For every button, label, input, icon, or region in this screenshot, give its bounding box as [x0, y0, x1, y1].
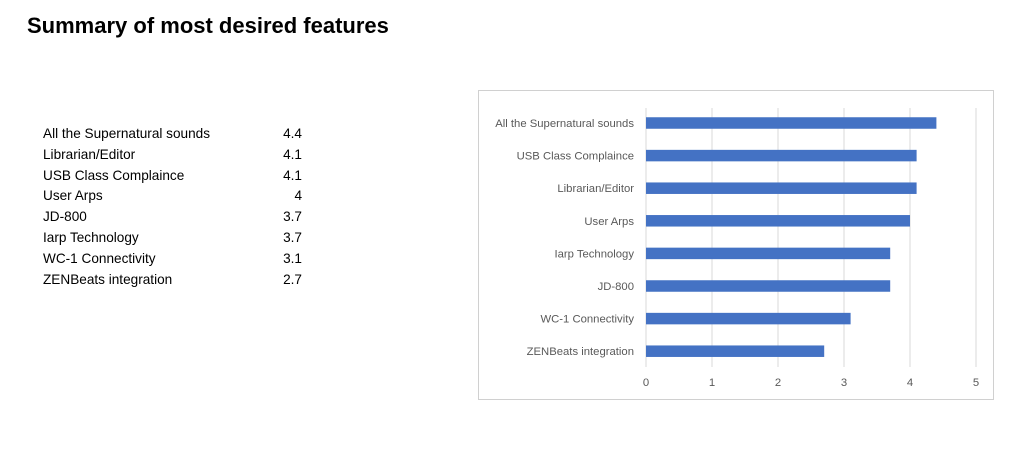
bar-chart-svg: All the Supernatural sounds USB Class Com…: [495, 108, 979, 389]
category-label: Iarp Technology: [554, 248, 634, 260]
table-row: Iarp Technology 3.7: [43, 228, 305, 249]
features-table: All the Supernatural sounds 4.4 Libraria…: [43, 124, 305, 290]
bar-chart: All the Supernatural sounds USB Class Com…: [478, 90, 994, 400]
page-title: Summary of most desired features: [27, 13, 389, 38]
x-tick-label: 2: [775, 377, 781, 389]
table-row: User Arps 4: [43, 186, 305, 207]
x-tick-label: 0: [643, 377, 649, 389]
bar: [646, 247, 891, 260]
row-label: Iarp Technology: [43, 229, 139, 245]
category-label: All the Supernatural sounds: [495, 118, 634, 130]
category-label: JD-800: [598, 281, 634, 293]
row-label: ZENBeats integration: [43, 271, 173, 287]
row-value: 4.1: [283, 167, 302, 183]
row-value: 3.7: [283, 229, 302, 245]
x-tick-label: 4: [907, 377, 913, 389]
category-label: User Arps: [584, 216, 634, 228]
category-label: ZENBeats integration: [527, 346, 634, 358]
row-value: 3.1: [283, 250, 302, 266]
x-tick-label: 5: [973, 377, 979, 389]
row-value: 4.1: [283, 146, 302, 162]
bar: [646, 345, 825, 357]
row-label: Librarian/Editor: [43, 146, 136, 162]
x-tick-label: 1: [709, 377, 715, 389]
bar: [646, 149, 917, 162]
table-row: Librarian/Editor 4.1: [43, 145, 305, 166]
category-label: Librarian/Editor: [557, 183, 634, 195]
row-label: All the Supernatural sounds: [43, 126, 211, 141]
row-value: 4: [294, 188, 302, 204]
table-row: JD-800 3.7: [43, 207, 305, 228]
x-tick-label: 3: [841, 377, 847, 389]
bar: [646, 280, 891, 292]
row-value: 3.7: [283, 209, 302, 225]
table-row: All the Supernatural sounds 4.4: [43, 124, 305, 145]
bar: [646, 117, 937, 129]
bar: [646, 312, 851, 325]
row-value: 4.4: [283, 126, 302, 141]
table-row: WC-1 Connectivity 3.1: [43, 249, 305, 270]
category-label: WC-1 Connectivity: [540, 314, 634, 326]
table-row: ZENBeats integration 2.7: [43, 270, 305, 291]
category-label: USB Class Complaince: [517, 151, 634, 163]
row-label: User Arps: [43, 188, 103, 204]
bar: [646, 215, 910, 227]
row-label: WC-1 Connectivity: [43, 250, 156, 266]
row-value: 2.7: [283, 271, 302, 287]
bar: [646, 182, 917, 194]
table-row: USB Class Complaince 4.1: [43, 166, 305, 187]
row-label: USB Class Complaince: [43, 167, 185, 183]
row-label: JD-800: [43, 209, 87, 225]
